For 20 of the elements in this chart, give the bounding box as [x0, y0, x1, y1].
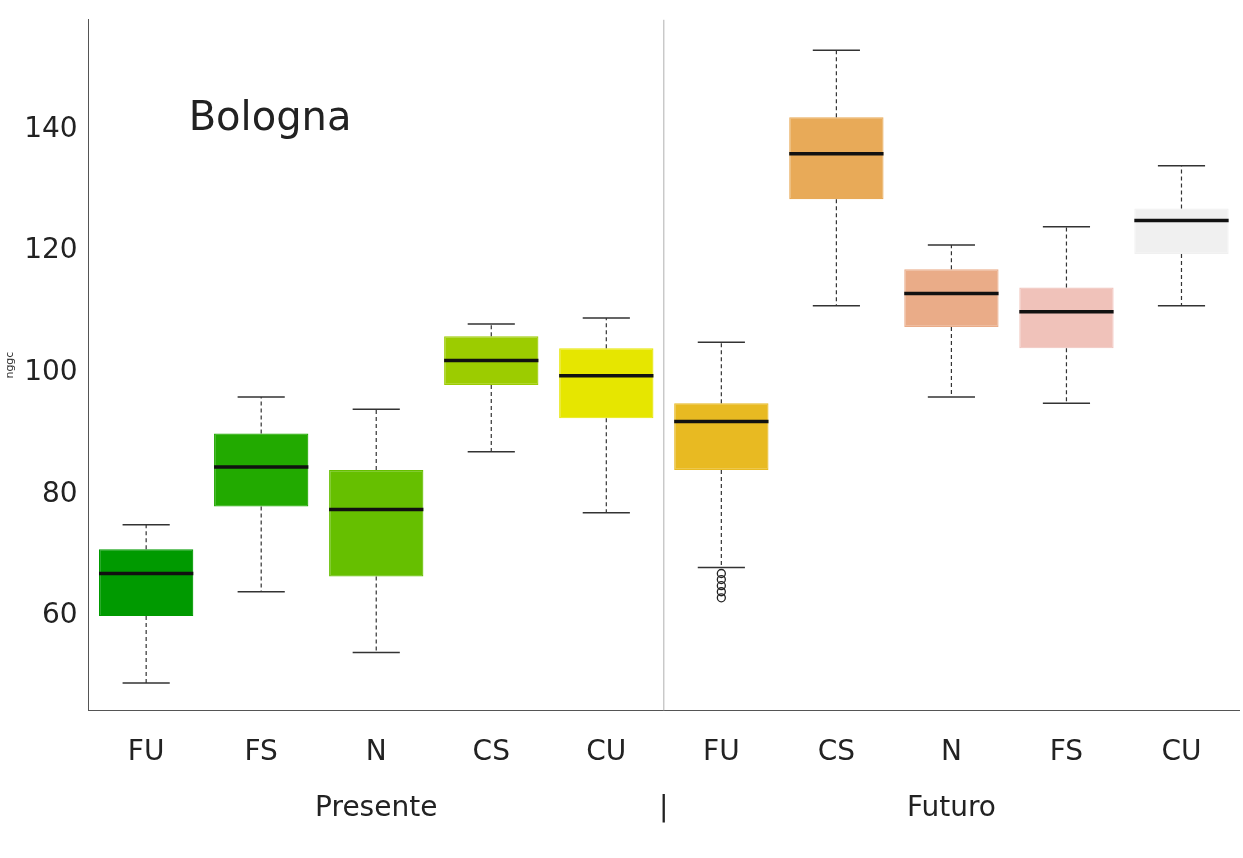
text: | — [659, 789, 669, 823]
y-tick-label: 100 — [24, 353, 78, 387]
x-tick-label: CU — [586, 734, 627, 768]
y-tick-label: 60 — [42, 597, 78, 631]
y-tick-label: 140 — [24, 110, 78, 144]
y-tick-label: 80 — [42, 475, 78, 509]
x-tick-label: FS — [1049, 734, 1084, 768]
x-tick-label: CS — [817, 734, 856, 768]
x-tick-label: CU — [1161, 734, 1202, 768]
x-tick-label: N — [940, 734, 962, 768]
x-tick-label: CS — [472, 734, 510, 768]
y-tick-label: 120 — [24, 232, 78, 266]
x-tick-label: FS — [244, 734, 278, 768]
text: Futuro — [906, 789, 996, 823]
x-tick-label: N — [365, 734, 387, 768]
annotation: Bologna — [188, 93, 352, 140]
text: Presente — [315, 789, 438, 823]
y-axis-title: nggc — [3, 351, 17, 379]
x-tick-label: FU — [127, 734, 165, 768]
x-tick-label: FU — [703, 734, 740, 768]
